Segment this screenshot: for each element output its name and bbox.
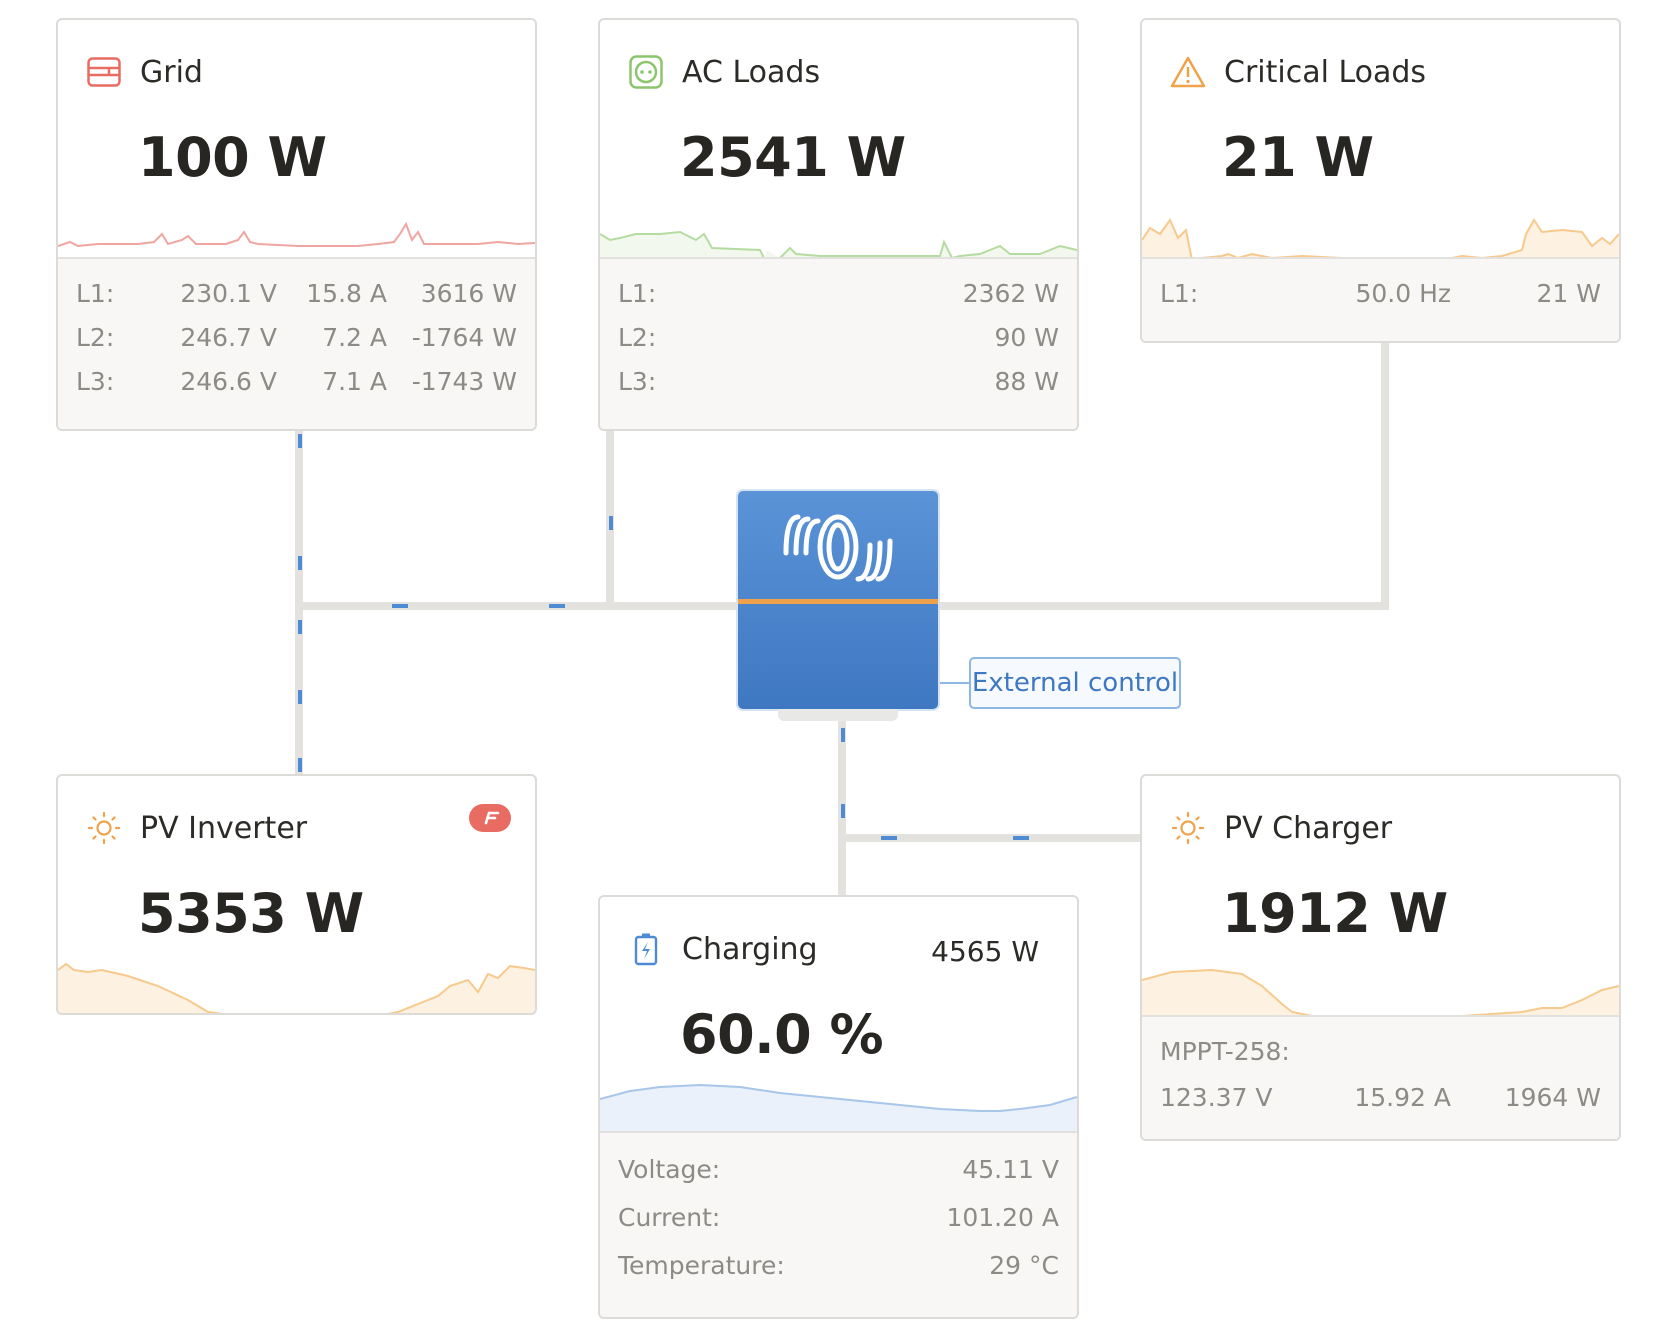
battery-current: 101.20 A	[946, 1203, 1059, 1232]
pv-inverter-card[interactable]: PV Inverter 5353 W	[56, 774, 537, 1015]
battery-voltage-label: Voltage:	[618, 1155, 721, 1184]
grid-l3-current: 7.1 A	[322, 367, 387, 396]
grid-l1-label: L1:	[76, 279, 115, 308]
pv-charger-sparkline	[1142, 968, 1619, 1018]
flow-dash	[298, 434, 302, 448]
grid-l3-label: L3:	[76, 367, 115, 396]
battery-temperature: 29 °C	[989, 1251, 1059, 1280]
flow-dash	[298, 690, 302, 704]
fronius-badge-icon	[469, 804, 511, 832]
ac-l3-power: 88 W	[994, 367, 1059, 396]
bus-line-left	[295, 602, 738, 610]
critical-l1-label: L1:	[1160, 279, 1199, 308]
warning-icon	[1170, 54, 1206, 90]
pv-inverter-power: 5353 W	[138, 882, 364, 945]
flow-dash	[841, 804, 845, 818]
battery-soc: 60.0 %	[680, 1003, 884, 1066]
flow-dash	[609, 516, 613, 530]
grid-card[interactable]: Grid 100 W L1: 230.1 V 15.8 A 3616 W L2:…	[56, 18, 537, 431]
grid-l3-power: -1743 W	[411, 367, 517, 396]
pv-inverter-sparkline	[58, 962, 535, 1013]
pv-charger-title: PV Charger	[1224, 810, 1393, 846]
flow-dash	[298, 620, 302, 634]
flow-dash	[841, 728, 845, 742]
ac-l2-label: L2:	[618, 323, 657, 352]
grid-l1-current: 15.8 A	[306, 279, 387, 308]
battery-current-label: Current:	[618, 1203, 721, 1232]
ac-l2-power: 90 W	[994, 323, 1059, 352]
critical-loads-card[interactable]: Critical Loads 21 W L1: 50.0 Hz 21 W	[1140, 18, 1621, 343]
flow-dash	[881, 836, 897, 840]
external-control-connector	[938, 682, 969, 684]
grid-l3-voltage: 246.6 V	[180, 367, 277, 396]
grid-power: 100 W	[138, 126, 327, 189]
flow-dash	[549, 604, 565, 608]
battery-title: Charging	[682, 931, 818, 967]
grid-l2-voltage: 246.7 V	[180, 323, 277, 352]
ac-l3-label: L3:	[618, 367, 657, 396]
grid-l2-label: L2:	[76, 323, 115, 352]
pv-charger-voltage: 123.37 V	[1160, 1083, 1273, 1112]
pv-charger-device-power: 1964 W	[1504, 1083, 1601, 1112]
battery-voltage: 45.11 V	[962, 1155, 1059, 1184]
grid-sparkline	[58, 221, 535, 248]
critical-l1-power: 21 W	[1536, 279, 1601, 308]
sun-icon	[1170, 810, 1206, 846]
grid-l2-current: 7.2 A	[322, 323, 387, 352]
external-control-label[interactable]: External control	[969, 657, 1181, 709]
inverter-base	[778, 709, 898, 721]
ac-l1-label: L1:	[618, 279, 657, 308]
flow-dash	[298, 758, 302, 772]
grid-l1-power: 3616 W	[420, 279, 517, 308]
grid-l2-power: -1764 W	[411, 323, 517, 352]
ac-loads-power: 2541 W	[680, 126, 906, 189]
critical-loads-power: 21 W	[1222, 126, 1374, 189]
inverter-stripe	[738, 599, 938, 604]
ac-loads-title: AC Loads	[682, 54, 821, 90]
flow-dash	[392, 604, 408, 608]
battery-temperature-label: Temperature:	[618, 1251, 785, 1280]
ac-loads-sparkline	[600, 230, 1077, 262]
inverter-charger[interactable]	[738, 491, 938, 709]
ac-outlet-icon	[628, 54, 664, 90]
battery-power: 4565 W	[931, 935, 1039, 968]
battery-charging-icon	[628, 931, 664, 967]
pv-charger-device-label: MPPT-258:	[1160, 1037, 1290, 1066]
battery-card[interactable]: Charging 4565 W 60.0 % Voltage: 45.11 V …	[598, 895, 1079, 1319]
victron-logo-icon	[783, 514, 893, 582]
pv-inverter-title: PV Inverter	[140, 810, 308, 846]
critical-l1-frequency: 50.0 Hz	[1355, 279, 1451, 308]
grid-l1-voltage: 230.1 V	[180, 279, 277, 308]
ac-loads-card[interactable]: AC Loads 2541 W L1: 2362 W L2: 90 W L3: …	[598, 18, 1079, 431]
pv-charger-current: 15.92 A	[1354, 1083, 1451, 1112]
flow-dash	[298, 556, 302, 570]
grid-icon	[86, 54, 122, 90]
pv-charger-card[interactable]: PV Charger 1912 W MPPT-258: 123.37 V 15.…	[1140, 774, 1621, 1141]
dc-bus-line	[838, 834, 1144, 842]
sun-icon	[86, 810, 122, 846]
grid-title: Grid	[140, 54, 203, 90]
ac-l1-power: 2362 W	[962, 279, 1059, 308]
flow-dash	[1013, 836, 1029, 840]
battery-sparkline	[600, 1083, 1077, 1137]
bus-line-right	[938, 602, 1389, 610]
critical-drop-line	[1381, 343, 1389, 610]
critical-loads-sparkline	[1142, 217, 1619, 262]
critical-loads-title: Critical Loads	[1224, 54, 1427, 90]
pv-charger-power: 1912 W	[1222, 882, 1448, 945]
